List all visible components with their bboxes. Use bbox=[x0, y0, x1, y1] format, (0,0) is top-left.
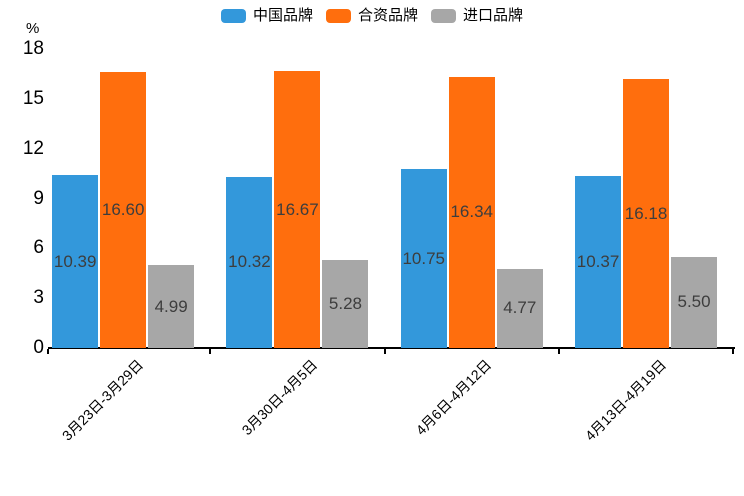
bar-中国品牌: 10.75 bbox=[400, 169, 447, 348]
legend-marker-icon bbox=[431, 8, 456, 23]
y-axis-tick-label: 15 bbox=[22, 87, 44, 109]
bar-value-label: 4.99 bbox=[154, 296, 188, 316]
bar-value-label: 16.18 bbox=[624, 203, 668, 223]
legend-label: 合资品牌 bbox=[357, 7, 418, 24]
x-axis-tick bbox=[383, 349, 386, 354]
x-axis-label: 3月30日-4月5日 bbox=[238, 356, 321, 439]
legend-item-中国品牌[interactable]: 中国品牌 bbox=[220, 7, 313, 24]
y-axis-tick-label: 9 bbox=[33, 187, 44, 209]
x-axis-label: 4月13日-4月19日 bbox=[581, 356, 669, 444]
bar-合资品牌: 16.60 bbox=[100, 72, 147, 348]
bar-value-label: 10.32 bbox=[228, 252, 271, 272]
y-axis-unit-label: % bbox=[26, 20, 40, 37]
y-axis-tick-label: 18 bbox=[22, 38, 44, 59]
bar-进口品牌: 4.99 bbox=[148, 265, 195, 348]
bar-value-label: 10.39 bbox=[53, 251, 97, 271]
bar-进口品牌: 5.50 bbox=[671, 256, 718, 348]
bar-value-label: 4.77 bbox=[503, 298, 537, 318]
x-axis-label: 3月23日-3月29日 bbox=[58, 356, 146, 444]
chart-legend: 中国品牌 合资品牌 进口品牌 bbox=[0, 8, 744, 23]
x-axis-line bbox=[48, 347, 735, 349]
bar-合资品牌: 16.18 bbox=[623, 79, 670, 348]
y-axis-tick-label: 3 bbox=[33, 287, 44, 309]
bar-value-label: 5.28 bbox=[328, 294, 362, 314]
bar-合资品牌: 16.67 bbox=[274, 71, 321, 348]
y-axis-tick-label: 6 bbox=[33, 237, 44, 259]
legend-item-进口品牌[interactable]: 进口品牌 bbox=[431, 8, 523, 23]
bar-进口品牌: 4.77 bbox=[496, 268, 543, 348]
bar-中国品牌: 10.37 bbox=[575, 175, 622, 348]
legend-label: 中国品牌 bbox=[252, 7, 313, 24]
bar-合资品牌: 16.34 bbox=[448, 76, 495, 348]
x-axis-tick bbox=[209, 349, 212, 354]
legend-marker-icon bbox=[325, 8, 351, 23]
x-axis-tick bbox=[732, 349, 734, 354]
y-axis-tick-label: 12 bbox=[22, 137, 44, 159]
legend-marker-icon bbox=[220, 8, 246, 23]
bar-value-label: 16.67 bbox=[276, 199, 319, 219]
bar-中国品牌: 10.32 bbox=[226, 176, 273, 348]
bar-value-label: 10.75 bbox=[402, 248, 446, 268]
x-axis-label: 4月6日-4月12日 bbox=[412, 356, 495, 439]
bar-value-label: 16.60 bbox=[101, 200, 145, 220]
bar-value-label: 5.50 bbox=[677, 292, 711, 312]
legend-item-合资品牌[interactable]: 合资品牌 bbox=[325, 7, 418, 24]
bar-中国品牌: 10.39 bbox=[52, 175, 99, 348]
bar-value-label: 10.37 bbox=[576, 251, 620, 271]
legend-label: 进口品牌 bbox=[463, 7, 524, 24]
x-axis-tick bbox=[557, 349, 560, 354]
y-axis-tick-label: 0 bbox=[33, 337, 44, 358]
x-axis-tick bbox=[47, 349, 49, 354]
bar-进口品牌: 5.28 bbox=[322, 260, 369, 348]
bar-value-label: 16.34 bbox=[450, 202, 494, 222]
